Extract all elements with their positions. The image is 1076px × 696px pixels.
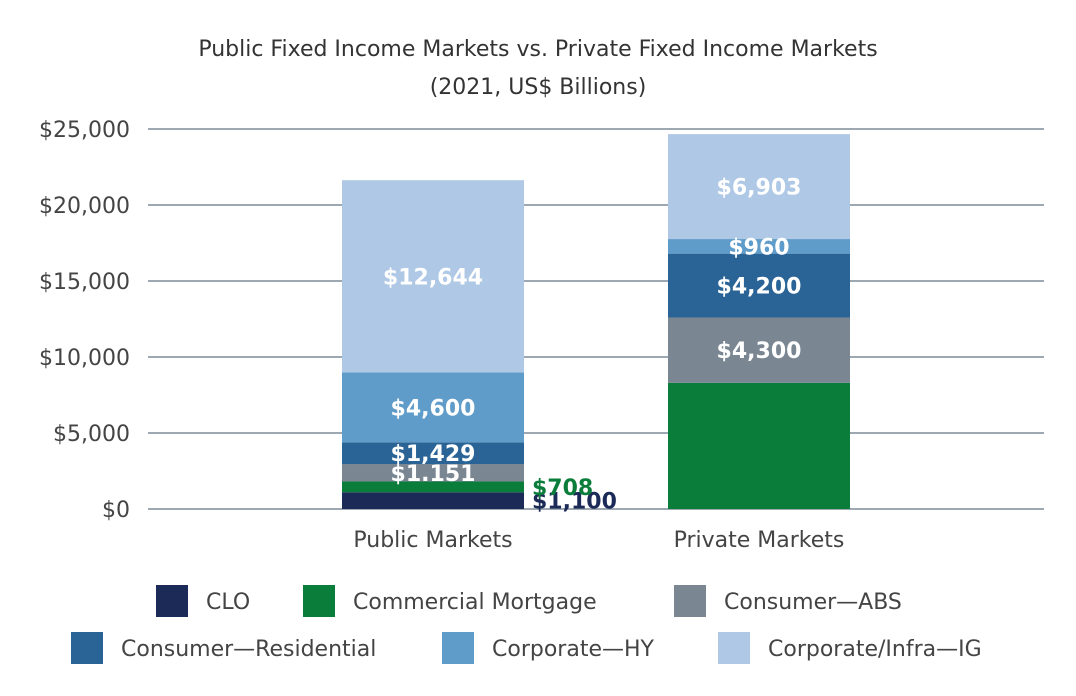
legend-label: Corporate/Infra—IG [768, 637, 982, 662]
legend-label: CLO [206, 590, 250, 615]
y-axis-ticks: $0 $5,000 $10,000 $15,000 $20,000 $25,000 [39, 118, 130, 523]
legend-item: Consumer—ABS [674, 585, 902, 617]
y-tick-label: $10,000 [39, 346, 130, 371]
y-tick-label: $20,000 [39, 194, 130, 219]
chart-title: Public Fixed Income Markets vs. Private … [198, 37, 877, 62]
chart-subtitle: (2021, US$ Billions) [430, 75, 647, 100]
bar-segment [668, 253, 850, 318]
legend-label: Consumer—ABS [724, 590, 902, 615]
legend-swatch [71, 632, 103, 664]
bar-segment [668, 239, 850, 254]
bar-segment [342, 481, 524, 493]
legend: CLO Commercial Mortgage Consumer—ABS Consum… [71, 585, 982, 664]
bar-segment [342, 464, 524, 482]
legend-swatch [156, 585, 188, 617]
bars [342, 134, 850, 509]
legend-swatch [442, 632, 474, 664]
y-tick-label: $25,000 [39, 118, 130, 143]
legend-label: Consumer—Residential [121, 637, 376, 662]
data-label: $960 [728, 235, 789, 260]
bar-segment [668, 317, 850, 383]
data-label: $6,903 [717, 176, 802, 201]
data-label: $1.151 [391, 462, 476, 487]
data-label: $12,644 [383, 265, 483, 290]
legend-swatch [674, 585, 706, 617]
data-label: $708 [532, 476, 593, 501]
bar-segment [342, 372, 524, 443]
legend-item: Consumer—Residential [71, 632, 376, 664]
legend-item: CLO [156, 585, 250, 617]
data-labels: $1,100$708 $1.151$1,429 $4,600 $12,644 $8,30… [383, 176, 802, 515]
legend-label: Commercial Mortgage [353, 590, 597, 615]
data-label: $1,100 [532, 490, 617, 515]
bar-segment [668, 134, 850, 240]
data-label: $4,300 [717, 339, 802, 364]
bar-segment [342, 492, 524, 509]
y-tick-label: $15,000 [39, 270, 130, 295]
x-category-label: Public Markets [353, 528, 512, 553]
legend-item: Corporate—HY [442, 632, 655, 664]
bar-segment [342, 180, 524, 373]
legend-swatch [303, 585, 335, 617]
data-label: $1,429 [391, 442, 476, 467]
legend-item: Commercial Mortgage [303, 585, 597, 617]
data-label: $4,600 [391, 396, 476, 421]
gridlines [148, 128, 1044, 510]
data-label: $8,300 [717, 435, 802, 460]
x-category-label: Private Markets [674, 528, 845, 553]
legend-label: Corporate—HY [492, 637, 655, 662]
y-tick-label: $5,000 [53, 422, 130, 447]
bar-segment [342, 442, 524, 465]
legend-swatch [718, 632, 750, 664]
data-label: $4,200 [717, 275, 802, 300]
bar-segment [668, 382, 850, 509]
y-tick-label: $0 [102, 498, 130, 523]
legend-item: Corporate/Infra—IG [718, 632, 982, 664]
x-axis-labels: Public Markets Private Markets [353, 528, 844, 553]
